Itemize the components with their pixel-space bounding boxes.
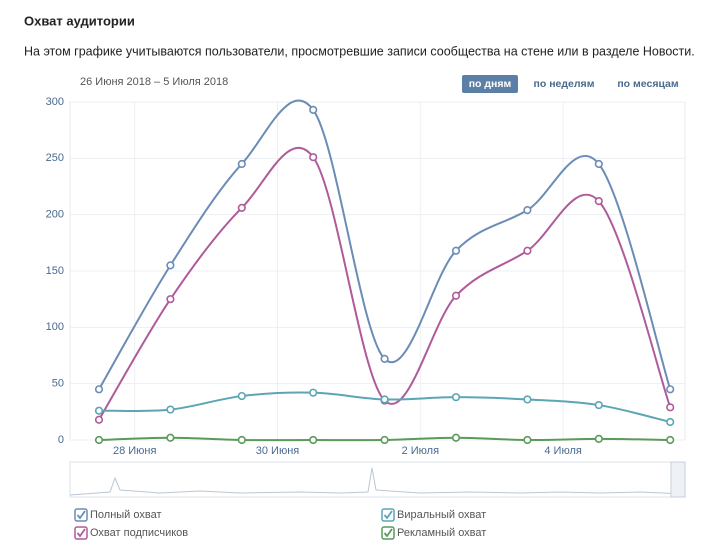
series-line [98,99,672,390]
y-tick-label: 100 [46,321,64,333]
y-tick-label: 200 [46,209,64,221]
point [451,393,461,402]
point [594,159,603,169]
y-tick-label: 50 [52,378,64,390]
navigator-line [69,467,686,496]
navigator[interactable] [69,461,686,498]
x-tick-label: 30 Июня [256,445,300,457]
point [666,403,675,412]
x-tick-label: 28 Июня [113,445,157,457]
point [94,435,104,445]
series-line [98,147,672,421]
point [380,354,389,363]
y-tick-label: 150 [46,265,64,277]
point [94,415,104,424]
x-tick-label: 4 Июля [544,445,582,457]
point [594,434,603,443]
point [309,388,318,397]
point [309,105,318,114]
legend-check [76,510,86,520]
button[interactable]: по дням [469,78,512,90]
legend-checkbox[interactable] [74,508,88,522]
navigator-handle[interactable] [670,461,686,498]
legend-checkbox[interactable] [74,526,88,540]
point [666,417,675,427]
point [94,385,104,394]
legend-check [383,510,393,520]
point [594,400,603,410]
point [380,435,389,445]
subtitle: На этом графике учитываются пользователи… [24,44,695,58]
point [166,261,175,270]
point [237,203,246,213]
point [166,405,175,414]
point [237,391,246,401]
legend-label[interactable]: Рекламный охват [397,527,486,539]
x-tick-label: 2 Июля [402,445,440,457]
point [523,206,532,215]
point [451,291,461,300]
legend-check [76,528,86,538]
date-range: 26 Июня 2018 – 5 Июля 2018 [80,76,228,88]
button[interactable]: по месяцам [617,78,679,90]
y-tick-label: 0 [58,434,64,446]
y-tick-label: 250 [46,152,64,164]
point [666,385,675,394]
legend-label[interactable]: Полный охват [90,509,162,521]
legend-label[interactable]: Охват подписчиков [90,527,188,539]
point [166,295,175,304]
point [380,395,389,404]
point [309,435,318,445]
button-bg[interactable] [462,75,518,93]
point [237,435,246,445]
point [523,246,532,255]
button[interactable]: по неделям [534,78,595,90]
point [166,433,175,442]
legend-checkbox[interactable] [381,508,395,522]
legend-check [383,528,393,538]
point [666,435,675,445]
title: Охват аудитории [24,13,135,28]
point [94,406,104,415]
y-tick-label: 300 [46,96,64,108]
point [523,435,532,445]
point [451,433,461,442]
point [309,153,318,162]
legend-label[interactable]: Виральный охват [397,509,486,521]
point [594,197,603,206]
point [523,395,532,404]
point [237,159,246,169]
legend-checkbox[interactable] [381,526,395,540]
point [451,246,461,255]
